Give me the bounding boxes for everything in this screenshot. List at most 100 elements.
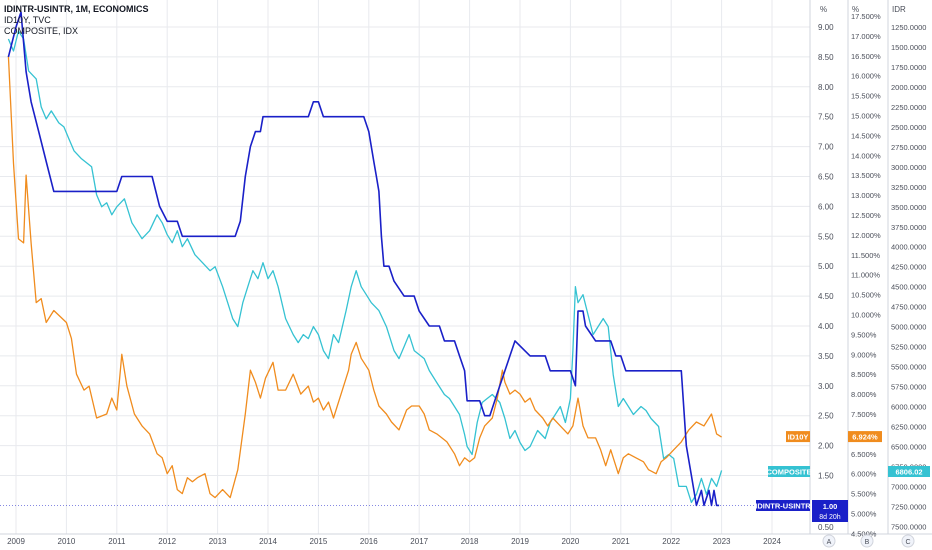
- axis-a-tick-label: 9.00: [818, 23, 834, 32]
- axis-a-tick-label: 6.50: [818, 173, 834, 182]
- x-tick-label: 2017: [410, 537, 428, 546]
- axis-c-tick-label: 4000.0000: [891, 243, 926, 252]
- axis-a-tick-label: 2.50: [818, 412, 834, 421]
- axis-a-tick-label: 7.00: [818, 143, 834, 152]
- axis-b-footer-badge: [860, 534, 874, 548]
- axis-b-tick-label: 11.000%: [851, 271, 880, 280]
- axis-c-tick-label: 3500.0000: [891, 203, 926, 212]
- value-badge-id10y-text: 6.924%: [852, 433, 878, 442]
- value-badge-id10y-bg: [848, 431, 882, 443]
- axis-b-tick-label: 16.500%: [851, 52, 881, 61]
- axis-c-tick-label: 4500.0000: [891, 283, 926, 292]
- value-badge-idintr-usintr-bg: [812, 500, 848, 522]
- series-line-composite: [7, 30, 723, 504]
- axis-a-tick-label: 7.50: [818, 113, 834, 122]
- axis-a-tick-label: 4.00: [818, 322, 834, 331]
- axis-b-tick-label: 9.500%: [851, 330, 877, 339]
- axis-a-tick-label: 4.50: [818, 292, 834, 301]
- series-label-composite-text: COMPOSITE: [766, 468, 811, 477]
- axis-b-header: %: [852, 5, 859, 14]
- axis-b-tick-label: 12.500%: [851, 211, 881, 220]
- value-badge-idintr-usintr-value: 1.00: [823, 502, 838, 511]
- x-tick-label: 2015: [310, 537, 328, 546]
- series-label-composite-bg: [768, 466, 810, 477]
- axis-c-tick-label: 6500.0000: [891, 442, 926, 451]
- x-tick-label: 2013: [209, 537, 227, 546]
- series-label-composite: COMPOSITE: [766, 466, 812, 477]
- axis-c-tick-label: 2000.0000: [891, 83, 926, 92]
- axis-c-tick-label: 2250.0000: [891, 103, 926, 112]
- x-tick-label: 2020: [562, 537, 580, 546]
- series-line-idintr-usintr: [7, 11, 720, 507]
- axis-a-footer-badge: [822, 534, 836, 548]
- axis-c-tick-label: 5750.0000: [891, 383, 926, 392]
- value-badge-composite-bg: [888, 466, 930, 477]
- axis-c-tick-label: 4250.0000: [891, 263, 926, 272]
- x-tick-label: 2019: [511, 537, 529, 546]
- axis-c-tick-label: 3000.0000: [891, 163, 926, 172]
- value-badge-idintr-usintr: 1.00 8d 20h: [812, 500, 848, 522]
- axis-a-footer: A: [827, 539, 832, 546]
- x-tick-label: 2016: [360, 537, 378, 546]
- axis-a-tick-label: 1.50: [818, 472, 834, 481]
- axis-c-tick-label: 7250.0000: [891, 502, 926, 511]
- axis-a-ticks: 9.00 8.50 8.00 7.50 7.00 6.50 6.00 5.50 5.00 4.50…: [818, 23, 834, 532]
- axis-c-tick-label: 5000.0000: [891, 323, 926, 332]
- axis-b-tick-label: 10.500%: [851, 291, 881, 300]
- axis-c-tick-label: 1500.0000: [891, 43, 926, 52]
- axis-b-tick-label: 5.500%: [851, 490, 877, 499]
- axis-b-tick-label: 5.000%: [851, 510, 877, 519]
- axis-c-ticks: 1250.0000 1500.0000 1750.0000 2000.0000 2250…: [891, 23, 926, 531]
- x-tick-label: 2009: [7, 537, 25, 546]
- axis-c-tick-label: 1750.0000: [891, 63, 926, 72]
- legend-line-2: ID10Y, TVC: [4, 15, 51, 25]
- axis-a-tick-label: 6.00: [818, 202, 834, 211]
- series-label-id10y-bg: [786, 431, 810, 443]
- axis-b-tick-label: 6.000%: [851, 470, 877, 479]
- axis-b-tick-label: 11.500%: [851, 251, 880, 260]
- series-label-id10y: ID10Y: [786, 431, 810, 443]
- x-tick-label: 2010: [58, 537, 76, 546]
- axis-b-tick-label: 4.500%: [851, 529, 877, 538]
- axis-c-tick-label: 3750.0000: [891, 223, 926, 232]
- axis-a-header: %: [820, 5, 827, 14]
- legend-line-3: COMPOSITE, IDX: [4, 26, 79, 36]
- x-tick-label: 2022: [662, 537, 680, 546]
- chart-legend: IDINTR-USINTR, 1M, ECONOMICS ID10Y, TVC …: [4, 4, 149, 37]
- x-tick-label: 2014: [259, 537, 277, 546]
- value-badge-composite: 6806.02: [888, 466, 930, 477]
- axis-a-tick-label: 8.50: [818, 53, 834, 62]
- axis-b-tick-label: 15.000%: [851, 112, 881, 121]
- value-badge-idintr-usintr-sub: 8d 20h: [819, 514, 841, 521]
- axis-c-tick-label: 7500.0000: [891, 522, 926, 531]
- axis-b-tick-label: 17.500%: [851, 12, 881, 21]
- axis-c-footer: C: [905, 539, 910, 546]
- axis-c-tick-label: 1250.0000: [891, 23, 926, 32]
- axis-c-footer-badge: [901, 534, 915, 548]
- axis-b-tick-label: 14.000%: [851, 151, 881, 160]
- axis-b-footer: B: [865, 539, 870, 546]
- axis-c-tick-label: 2750.0000: [891, 143, 926, 152]
- x-tick-label: 2012: [158, 537, 176, 546]
- axis-a-tick-label: 5.50: [818, 232, 834, 241]
- axis-c-tick-label: 4750.0000: [891, 303, 926, 312]
- legend-title: IDINTR-USINTR, 1M, ECONOMICS: [4, 4, 149, 14]
- axis-c-header: IDR: [892, 5, 906, 14]
- axis-b-tick-label: 13.000%: [851, 191, 881, 200]
- axis-c-tick-label: 6000.0000: [891, 403, 926, 412]
- axis-b-tick-label: 8.000%: [851, 390, 877, 399]
- x-tick-label: 2024: [763, 537, 781, 546]
- axis-b-tick-label: 10.000%: [851, 311, 881, 320]
- series-group: [7, 11, 723, 507]
- x-tick-label: 2023: [713, 537, 731, 546]
- axis-b-tick-label: 16.000%: [851, 72, 881, 81]
- axis-b-tick-label: 13.500%: [851, 171, 881, 180]
- axis-c-tick-label: 7000.0000: [891, 482, 926, 491]
- axis-b-tick-label: 14.500%: [851, 131, 881, 140]
- x-tick-label: 2018: [461, 537, 479, 546]
- x-axis-ticks: 2009 2010 2011 2012 2013 2014 2015 2016 2017 2018…: [7, 537, 781, 546]
- axis-a-tick-label: 0.50: [818, 523, 834, 532]
- axis-c-tick-label: 2500.0000: [891, 123, 926, 132]
- series-line-id10y: [7, 55, 722, 499]
